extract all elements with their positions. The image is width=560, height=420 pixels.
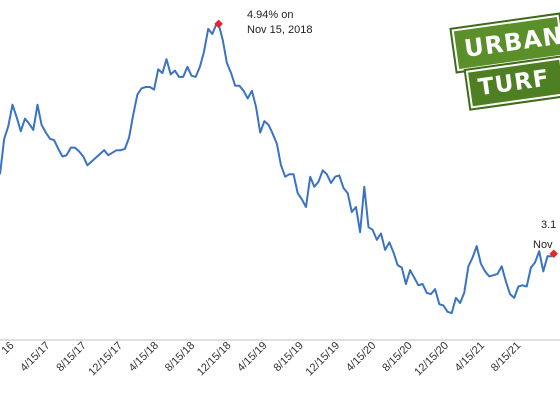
- x-tick-label: 4/15/18: [127, 340, 161, 374]
- x-tick-label: 12/15/17: [86, 340, 125, 379]
- x-tick-label: 8/15/18: [163, 340, 197, 374]
- x-tick-label: 8/15/17: [54, 340, 88, 374]
- urban-turf-logo: URBAN TURF: [448, 14, 560, 109]
- plot-area: [0, 19, 558, 315]
- x-tick-label: 8/15/21: [489, 340, 523, 374]
- x-tick-label: 16: [0, 340, 17, 357]
- last-annotation-line1: 3.1: [541, 219, 556, 231]
- x-tick-label: 4/15/19: [235, 340, 269, 374]
- x-tick-label: 12/15/20: [412, 340, 451, 379]
- peak-annotation-line1: 4.94% on: [247, 9, 293, 21]
- x-tick-label: 4/15/20: [344, 340, 378, 374]
- x-tick-label: 8/15/19: [271, 340, 305, 374]
- last-annotation-line2: Nov: [533, 239, 553, 251]
- rate-series-line: [0, 22, 555, 315]
- x-tick-label: 4/15/17: [18, 340, 52, 374]
- x-tick-label: 12/15/19: [303, 340, 342, 379]
- x-tick-label: 4/15/21: [453, 340, 487, 374]
- x-tick-label: 12/15/18: [195, 340, 234, 379]
- x-tick-label: 8/15/20: [380, 340, 414, 374]
- peak-annotation-line2: Nov 15, 2018: [247, 24, 312, 36]
